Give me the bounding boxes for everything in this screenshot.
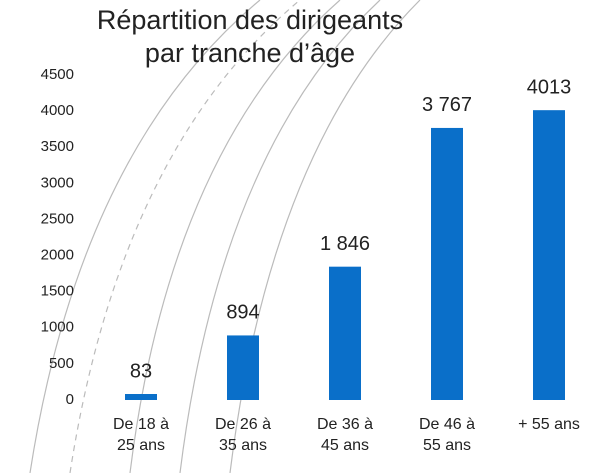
y-tick-label: 0 [66, 391, 74, 408]
value-label: 3 767 [422, 94, 472, 116]
bar [431, 127, 463, 400]
y-tick-label: 2000 [41, 247, 74, 264]
y-tick-label: 500 [49, 355, 74, 372]
x-tick-label: De 46 à 55 ans [418, 416, 476, 454]
y-tick-label: 3000 [41, 174, 74, 191]
x-tick-label: De 18 à 25 ans [112, 416, 170, 454]
x-tick-label: De 36 à 45 ans [316, 416, 374, 454]
y-tick-label: 4000 [41, 102, 74, 119]
bar [329, 266, 361, 400]
bar [533, 110, 565, 400]
y-tick-label: 4500 [41, 66, 74, 83]
y-tick-label: 1000 [41, 319, 74, 336]
y-tick-label: 2500 [41, 210, 74, 227]
value-label: 894 [226, 302, 259, 324]
y-tick-label: 3500 [41, 138, 74, 155]
y-tick-label: 1500 [41, 283, 74, 300]
bar [125, 394, 157, 400]
bar [227, 335, 259, 400]
x-tick-label: + 55 ans [518, 416, 580, 433]
x-tick-label: De 26 à 35 ans [214, 416, 272, 454]
value-label: 4013 [527, 76, 572, 98]
value-label: 1 846 [320, 233, 370, 255]
chart-title: Répartition des dirigeants par tranche d… [96, 5, 404, 68]
value-label: 83 [130, 360, 152, 382]
